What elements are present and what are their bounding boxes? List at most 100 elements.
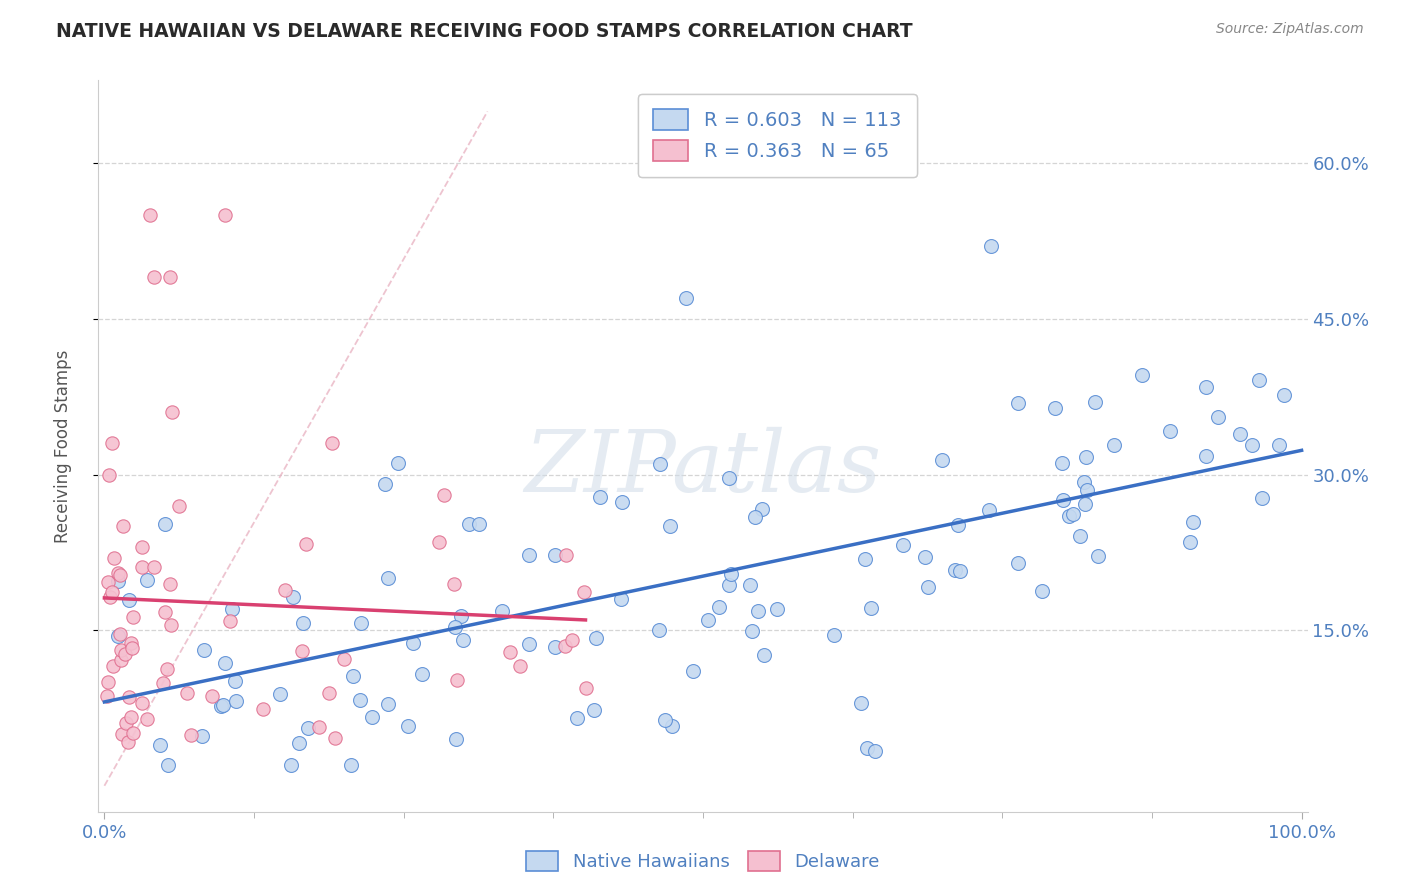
Point [159, 270, 181, 285]
Point [98, 591, 121, 605]
Point [554, 639, 576, 653]
Point [112, 519, 135, 533]
Point [122, 609, 145, 624]
Point [427, 535, 450, 549]
Point [160, 405, 183, 419]
Point [1031, 583, 1053, 598]
Point [97, 675, 120, 690]
Point [97, 575, 120, 590]
Point [218, 614, 240, 628]
Point [917, 580, 939, 594]
Point [675, 291, 697, 305]
Point [457, 517, 479, 532]
Point [155, 516, 177, 531]
Point [766, 601, 789, 615]
Point [1241, 438, 1264, 452]
Point [308, 720, 330, 734]
Point [1250, 491, 1272, 505]
Point [1076, 483, 1098, 498]
Point [387, 456, 409, 470]
Point [565, 711, 588, 725]
Point [1069, 528, 1091, 542]
Point [709, 599, 731, 614]
Point [682, 664, 704, 678]
Point [450, 609, 472, 624]
Point [342, 669, 364, 683]
Point [318, 686, 340, 700]
Point [297, 721, 319, 735]
Point [131, 696, 153, 710]
Text: Source: ZipAtlas.com: Source: ZipAtlas.com [1216, 22, 1364, 37]
Point [103, 658, 125, 673]
Point [1052, 493, 1074, 508]
Point [121, 641, 143, 656]
Point [1043, 401, 1066, 415]
Point [103, 550, 125, 565]
Point [118, 593, 141, 607]
Point [214, 657, 236, 671]
Point [446, 673, 468, 687]
Point [167, 499, 190, 513]
Point [149, 739, 172, 753]
Point [193, 642, 215, 657]
Point [654, 713, 676, 727]
Point [1074, 497, 1097, 511]
Point [1229, 427, 1251, 442]
Point [374, 477, 396, 491]
Point [252, 702, 274, 716]
Point [110, 652, 132, 666]
Point [508, 659, 530, 673]
Point [1104, 438, 1126, 452]
Point [491, 604, 513, 618]
Point [1267, 438, 1289, 452]
Point [589, 490, 612, 504]
Point [1206, 410, 1229, 425]
Point [280, 758, 302, 772]
Point [648, 623, 671, 637]
Point [110, 642, 132, 657]
Point [650, 457, 672, 471]
Point [517, 637, 540, 651]
Point [201, 689, 224, 703]
Point [891, 538, 914, 552]
Point [360, 710, 382, 724]
Point [224, 674, 246, 689]
Point [269, 687, 291, 701]
Text: ZIPatlas: ZIPatlas [524, 426, 882, 509]
Point [274, 583, 297, 598]
Point [451, 632, 474, 647]
Point [752, 648, 775, 662]
Point [741, 624, 763, 638]
Point [349, 615, 371, 630]
Point [499, 645, 522, 659]
Point [751, 502, 773, 516]
Point [433, 488, 456, 502]
Point [856, 740, 879, 755]
Point [1084, 394, 1107, 409]
Point [738, 578, 761, 592]
Point [949, 564, 972, 578]
Point [291, 615, 314, 630]
Point [120, 710, 142, 724]
Point [96, 689, 118, 703]
Point [585, 631, 607, 645]
Point [980, 239, 1002, 253]
Point [659, 519, 682, 533]
Point [157, 758, 180, 772]
Point [1178, 534, 1201, 549]
Point [859, 601, 882, 615]
Text: NATIVE HAWAIIAN VS DELAWARE RECEIVING FOOD STAMPS CORRELATION CHART: NATIVE HAWAIIAN VS DELAWARE RECEIVING FO… [56, 22, 912, 41]
Point [153, 605, 176, 619]
Point [943, 563, 966, 577]
Point [115, 716, 138, 731]
Legend: Native Hawaiians, Delaware: Native Hawaiians, Delaware [519, 844, 887, 879]
Point [1073, 475, 1095, 490]
Point [444, 731, 467, 746]
Point [291, 644, 314, 658]
Legend: R = 0.603   N = 113, R = 0.363   N = 65: R = 0.603 N = 113, R = 0.363 N = 65 [638, 94, 917, 177]
Point [863, 744, 886, 758]
Point [1062, 507, 1084, 521]
Point [661, 719, 683, 733]
Point [295, 537, 318, 551]
Point [977, 503, 1000, 517]
